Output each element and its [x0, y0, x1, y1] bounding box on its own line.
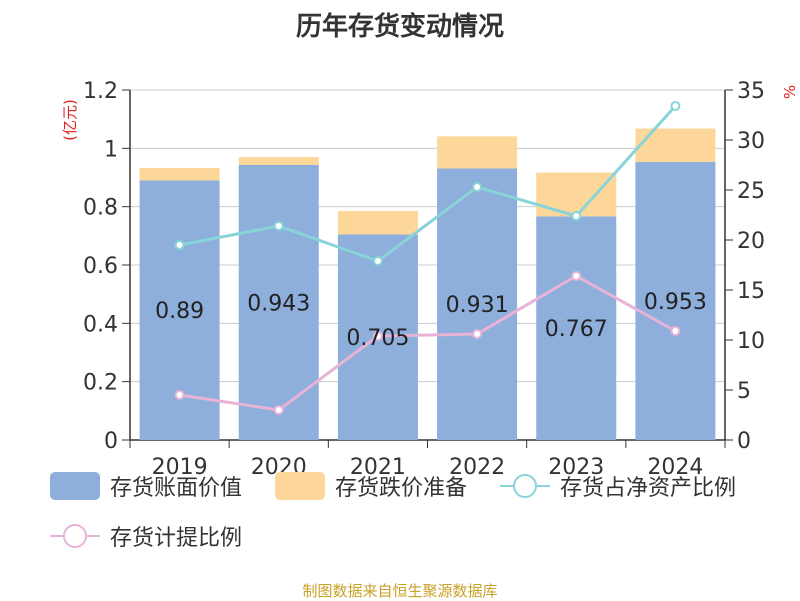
point-ratio-net-assets [174, 240, 185, 250]
legend-item-ratio-net-assets[interactable]: 存货占净资产比例 [500, 470, 736, 502]
legend-item-book-value[interactable]: 存货账面价值 [50, 470, 242, 502]
point-provision-ratio [670, 326, 681, 336]
data-label-book-value: 0.705 [346, 326, 409, 351]
right-axis-tick-label: 5 [737, 379, 751, 404]
data-label-book-value: 0.767 [545, 317, 608, 342]
x-axis-tick-label: 2022 [449, 455, 505, 480]
x-axis-tick-label: 2023 [548, 455, 604, 480]
x-axis-tick-label: 2021 [350, 455, 406, 480]
line-provision-ratio [179, 274, 677, 412]
point-ratio-net-assets [273, 221, 284, 231]
bar-impairment [437, 136, 518, 169]
chart-title: 历年存货变动情况 [295, 12, 504, 42]
legend-label-ratio-net-assets: 存货占净资产比例 [560, 476, 737, 501]
legend-item-provision-ratio[interactable]: 存货计提比例 [50, 520, 242, 552]
line-ratio-net-assets [179, 104, 677, 263]
bar-impairment [139, 167, 220, 181]
right-axis-tick-label: 35 [737, 79, 765, 104]
bar-impairment [536, 172, 617, 217]
point-provision-ratio [571, 271, 582, 281]
legend-label-book-value: 存货账面价值 [110, 476, 243, 501]
point-ratio-net-assets [571, 211, 582, 221]
left-axis-tick-label: 0.6 [83, 254, 118, 279]
data-label-book-value: 0.89 [155, 299, 204, 324]
right-axis-tick-label: 30 [737, 129, 765, 154]
left-axis-tick-label: 1.2 [83, 79, 118, 104]
legend-label-impairment: 存货跌价准备 [335, 476, 468, 501]
bar-book-value [437, 168, 518, 441]
left-axis-tick-label: 0.4 [83, 312, 118, 337]
bar-impairment [635, 128, 716, 163]
legend-line-provision-ratio-icon [50, 524, 100, 548]
source-note: 制图数据来自恒生聚源数据库 [302, 582, 498, 600]
right-axis-tick-label: 10 [737, 329, 765, 354]
left-axis-tick-label: 0.8 [83, 196, 118, 221]
point-ratio-net-assets [670, 101, 681, 111]
legend-swatch-impairment [275, 472, 325, 500]
point-ratio-net-assets [472, 182, 483, 192]
x-axis-tick-label: 2019 [152, 455, 208, 480]
point-provision-ratio [372, 331, 383, 341]
left-axis-unit-label: (亿元) [61, 99, 79, 141]
data-label-book-value: 0.953 [644, 290, 707, 315]
point-ratio-net-assets [372, 256, 383, 266]
right-axis-unit-label: % [781, 85, 799, 99]
bar-impairment [337, 211, 418, 235]
right-axis-tick-label: 20 [737, 229, 765, 254]
bar-book-value [238, 164, 319, 441]
right-axis-tick-label: 25 [737, 179, 765, 204]
left-axis-tick-label: 1 [104, 137, 118, 162]
point-provision-ratio [273, 405, 284, 415]
legend-line-ratio-net-assets-icon [500, 474, 550, 498]
bar-book-value [635, 162, 716, 440]
right-axis-tick-label: 0 [737, 429, 751, 454]
point-provision-ratio [174, 390, 185, 400]
left-axis-tick-label: 0 [104, 429, 118, 454]
legend-label-provision-ratio: 存货计提比例 [110, 526, 243, 551]
data-label-book-value: 0.943 [247, 291, 310, 316]
point-provision-ratio [472, 329, 483, 339]
left-axis-tick-label: 0.2 [83, 371, 118, 396]
bar-impairment [238, 157, 319, 165]
x-axis-tick-label: 2024 [647, 455, 703, 480]
data-label-book-value: 0.931 [446, 293, 509, 318]
bar-book-value [536, 216, 617, 440]
legend-item-impairment[interactable]: 存货跌价准备 [275, 470, 467, 502]
right-axis-tick-label: 15 [737, 279, 765, 304]
legend-swatch-book-value [50, 472, 100, 500]
